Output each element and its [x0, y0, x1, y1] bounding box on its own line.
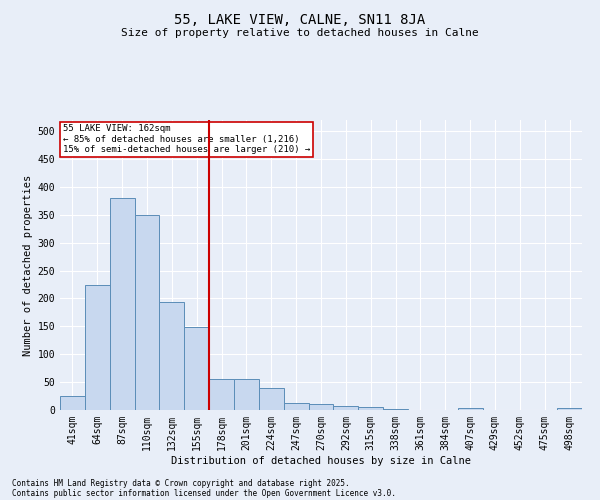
Bar — [85, 284, 110, 410]
Bar — [458, 408, 482, 410]
Bar — [308, 404, 334, 410]
Bar — [160, 302, 184, 410]
Bar — [334, 406, 358, 410]
Text: Contains HM Land Registry data © Crown copyright and database right 2025.: Contains HM Land Registry data © Crown c… — [12, 478, 350, 488]
X-axis label: Distribution of detached houses by size in Calne: Distribution of detached houses by size … — [171, 456, 471, 466]
Y-axis label: Number of detached properties: Number of detached properties — [23, 174, 34, 356]
Bar — [358, 407, 383, 410]
Bar — [284, 404, 308, 410]
Bar — [234, 380, 259, 410]
Bar — [184, 328, 209, 410]
Bar — [209, 380, 234, 410]
Text: Size of property relative to detached houses in Calne: Size of property relative to detached ho… — [121, 28, 479, 38]
Bar — [110, 198, 134, 410]
Text: 55 LAKE VIEW: 162sqm
← 85% of detached houses are smaller (1,216)
15% of semi-de: 55 LAKE VIEW: 162sqm ← 85% of detached h… — [62, 124, 310, 154]
Bar — [60, 396, 85, 410]
Text: Contains public sector information licensed under the Open Government Licence v3: Contains public sector information licen… — [12, 488, 396, 498]
Text: 55, LAKE VIEW, CALNE, SN11 8JA: 55, LAKE VIEW, CALNE, SN11 8JA — [175, 12, 425, 26]
Bar — [383, 409, 408, 410]
Bar — [134, 215, 160, 410]
Bar — [259, 388, 284, 410]
Bar — [557, 408, 582, 410]
